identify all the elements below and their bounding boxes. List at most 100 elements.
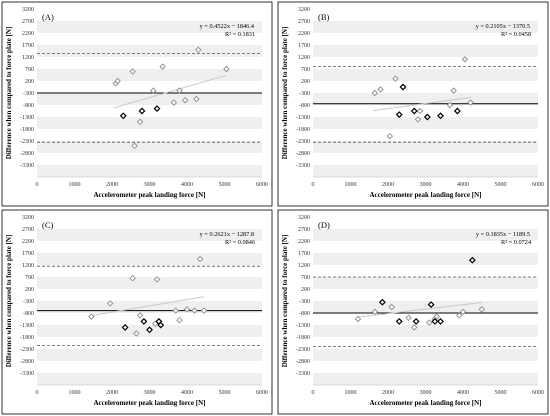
data-point	[133, 330, 140, 337]
data-point	[119, 112, 127, 120]
y-tick-label: -300	[299, 91, 310, 97]
data-point	[153, 105, 161, 113]
data-point	[200, 307, 208, 314]
data-point	[423, 113, 431, 121]
grid-band	[37, 93, 262, 105]
panel-label: (B)	[318, 12, 330, 22]
y-tick-label: -800	[299, 103, 310, 109]
y-tick-label: 3200	[298, 215, 310, 221]
y-tick-label: -800	[23, 311, 34, 317]
data-point	[88, 313, 95, 320]
x-tick-label: 5000	[219, 182, 231, 188]
data-point	[410, 107, 418, 115]
y-tick-label: 1200	[298, 55, 310, 61]
y-tick-label: 2700	[298, 227, 310, 233]
data-point	[150, 87, 157, 94]
y-tick-label: 200	[301, 79, 310, 85]
data-point	[399, 83, 407, 91]
y-tick-label: -300	[23, 91, 34, 97]
y-tick-label: -300	[299, 299, 310, 305]
y-tick-label: 1700	[298, 251, 310, 257]
data-point	[371, 89, 379, 97]
data-point	[153, 276, 161, 283]
r-squared-label: R² = 0.1831	[225, 31, 255, 38]
data-point	[437, 317, 444, 325]
y-tick-label: 2700	[298, 19, 310, 25]
grid-band	[313, 165, 538, 177]
y-tick-label: 1700	[298, 43, 310, 49]
data-point	[151, 320, 159, 328]
data-point	[114, 77, 121, 85]
data-point	[453, 107, 461, 115]
data-point	[459, 308, 467, 316]
data-point	[405, 314, 412, 322]
grid-band	[313, 45, 538, 57]
data-point	[446, 101, 454, 109]
y-tick-label: -1300	[20, 323, 34, 329]
x-tick-label: 4000	[181, 182, 193, 188]
panel-label: (D)	[318, 220, 330, 230]
data-point	[106, 300, 114, 307]
y-tick-label: -1300	[296, 115, 310, 121]
regression-equation: y = 0.2105x − 1370.5	[476, 23, 530, 30]
data-point	[181, 96, 189, 104]
x-tick-label: 4000	[181, 390, 193, 396]
panel-label: (C)	[42, 220, 54, 230]
data-point	[129, 274, 136, 282]
y-tick-label: 3200	[22, 215, 34, 221]
x-tick-label: 5000	[495, 182, 507, 188]
x-tick-label: 6000	[532, 182, 544, 188]
grid-band	[313, 277, 538, 289]
y-tick-label: 700	[301, 275, 310, 281]
grid-band	[313, 69, 538, 81]
x-tick-label: 0	[312, 390, 315, 396]
grid-band	[313, 373, 538, 385]
y-axis-title: Difference when compared to force plate …	[281, 235, 289, 368]
data-point	[183, 306, 191, 313]
data-point	[395, 317, 403, 325]
data-point	[433, 313, 440, 320]
y-axis-title: Difference when compared to force plate …	[281, 27, 289, 160]
chart-panel-1: 3200 2700 2200 1700 1200 700 200 -300 -800 -1300 -…	[1, 1, 273, 207]
y-tick-label: 700	[25, 275, 34, 281]
x-tick-label: 1000	[69, 390, 81, 396]
trend-line	[91, 296, 204, 317]
x-tick-label: 5000	[495, 390, 507, 396]
data-point	[146, 326, 153, 334]
y-tick-label: -1300	[296, 323, 310, 329]
y-tick-label: 200	[25, 287, 34, 293]
data-point	[450, 87, 457, 94]
y-tick-label: 1200	[298, 263, 310, 269]
y-axis-title: Difference when compared to force plate …	[5, 235, 13, 368]
data-point	[129, 68, 136, 75]
y-tick-label: -1800	[296, 335, 310, 341]
chart-panel-2: 3200 2700 2200 1700 1200 700 200 -300 -800 -1300 -…	[277, 1, 549, 207]
regression-equation: y = 0.1835x − 1189.5	[476, 231, 530, 238]
x-tick-label: 5000	[219, 390, 231, 396]
grid-band	[313, 21, 538, 33]
y-tick-label: -3300	[20, 163, 34, 169]
y-tick-label: 2200	[298, 31, 310, 37]
data-point	[388, 303, 395, 311]
data-point	[140, 317, 148, 325]
y-tick-label: -2800	[20, 359, 34, 365]
data-point	[159, 63, 166, 70]
panel-label: (A)	[42, 12, 54, 22]
regression-equation: y = 0.4522x − 1846.4	[200, 23, 255, 30]
data-point	[170, 99, 178, 106]
y-tick-label: 2200	[298, 239, 310, 245]
data-point	[195, 46, 202, 54]
x-tick-label: 6000	[256, 390, 268, 396]
data-point	[416, 107, 424, 115]
y-tick-label: 700	[301, 67, 310, 73]
data-point	[392, 75, 399, 82]
data-point	[121, 323, 129, 331]
data-point	[427, 301, 435, 309]
grid-band	[313, 117, 538, 129]
trend-line	[113, 74, 227, 109]
y-tick-label: -1800	[296, 127, 310, 133]
y-axis-title: Difference when compared to force plate …	[5, 27, 13, 160]
data-point	[456, 312, 463, 319]
x-axis-title: Accelerometer peak landing force [N]	[94, 399, 206, 407]
